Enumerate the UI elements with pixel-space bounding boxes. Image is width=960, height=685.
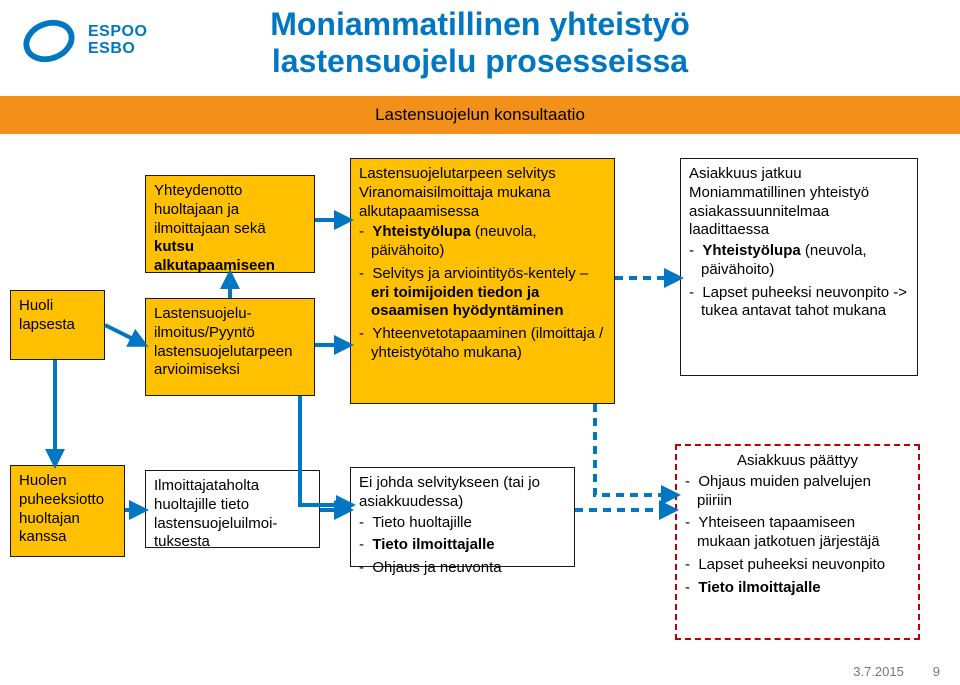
- banner: Lastensuojelun konsultaatio: [0, 96, 960, 134]
- node-asiakkuus: Asiakkuus jatkuu Moniammatillinen yhteis…: [680, 158, 918, 376]
- footer-page: 9: [933, 664, 940, 679]
- title-line1: Moniammatillinen yhteistyö: [270, 6, 690, 42]
- page-title: Moniammatillinen yhteistyö lastensuojelu…: [0, 6, 960, 80]
- title-line2: lastensuojelu prosesseissa: [272, 43, 688, 79]
- banner-text: Lastensuojelun konsultaatio: [375, 105, 585, 125]
- node-tieto: Ilmoittajataholta huoltajille tieto last…: [145, 470, 320, 548]
- node-huoli: Huoli lapsesta: [10, 290, 105, 360]
- node-huolen: Huolen puheeksiotto huoltajan kanssa: [10, 465, 125, 557]
- node-ilmoitus: Lastensuojelu-ilmoitus/Pyyntö lastensuoj…: [145, 298, 315, 396]
- node-asiakkuus-paattyy: Asiakkuus päättyy- Ohjaus muiden palvelu…: [675, 444, 920, 640]
- node-yhteydenotto: Yhteydenotto huoltajaan ja ilmoittajaan …: [145, 175, 315, 273]
- footer: 3.7.2015 9: [853, 664, 940, 679]
- footer-date: 3.7.2015: [853, 664, 904, 679]
- node-selvitys: Lastensuojelutarpeen selvitysViranomaisi…: [350, 158, 615, 404]
- node-eijohda: Ei johda selvitykseen (tai jo asiakkuude…: [350, 467, 575, 567]
